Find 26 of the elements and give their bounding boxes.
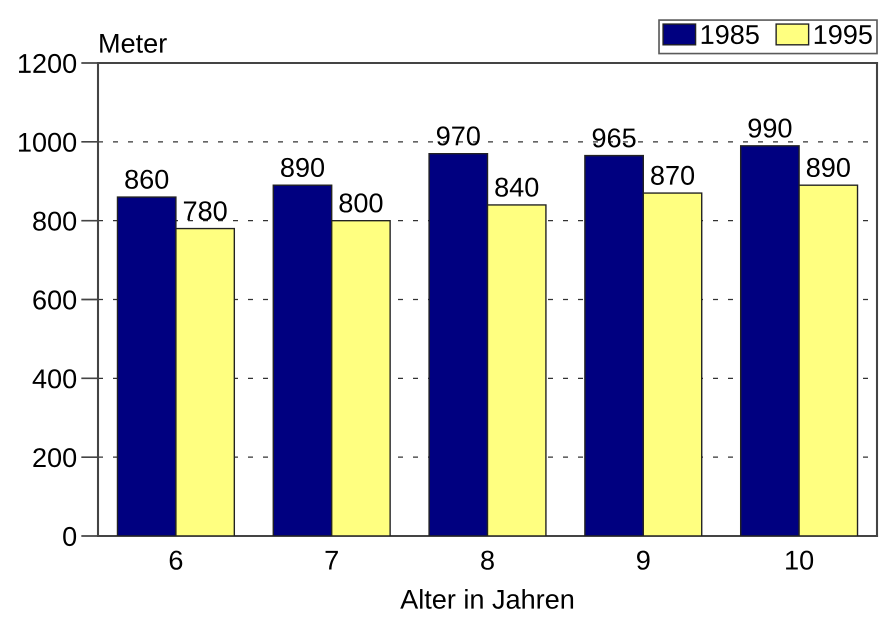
y-tick-label: 600 xyxy=(33,290,76,310)
y-tick-label: 400 xyxy=(32,369,76,388)
data-label: 840 xyxy=(495,178,538,197)
x-tick-label: 6 xyxy=(170,550,182,570)
data-label: 860 xyxy=(125,170,168,189)
x-tick-label: 10 xyxy=(786,550,814,570)
y-tick-label: 1000 xyxy=(18,132,76,152)
x-axis-title: Alter in Jahren xyxy=(400,589,574,609)
data-label: 970 xyxy=(436,126,480,146)
y-tick-label: 0 xyxy=(63,526,76,546)
legend-label: 1995 xyxy=(814,24,872,44)
data-label: 890 xyxy=(281,158,324,178)
data-label: 890 xyxy=(806,158,850,178)
data-label: 780 xyxy=(184,201,227,220)
x-tick-label: 8 xyxy=(481,550,494,570)
data-label: 965 xyxy=(592,128,636,148)
y-tick-label: 1200 xyxy=(18,54,76,74)
y-axis-title: Meter xyxy=(100,34,167,53)
y-tick-label: 200 xyxy=(33,448,76,468)
x-tick-label: 9 xyxy=(637,550,650,570)
data-label: 990 xyxy=(748,118,792,138)
y-tick-label: 800 xyxy=(33,212,76,231)
x-tick-label: 7 xyxy=(326,550,338,570)
data-label: 800 xyxy=(340,193,382,213)
legend-label: 1985 xyxy=(702,24,759,44)
data-label: 870 xyxy=(651,166,694,185)
